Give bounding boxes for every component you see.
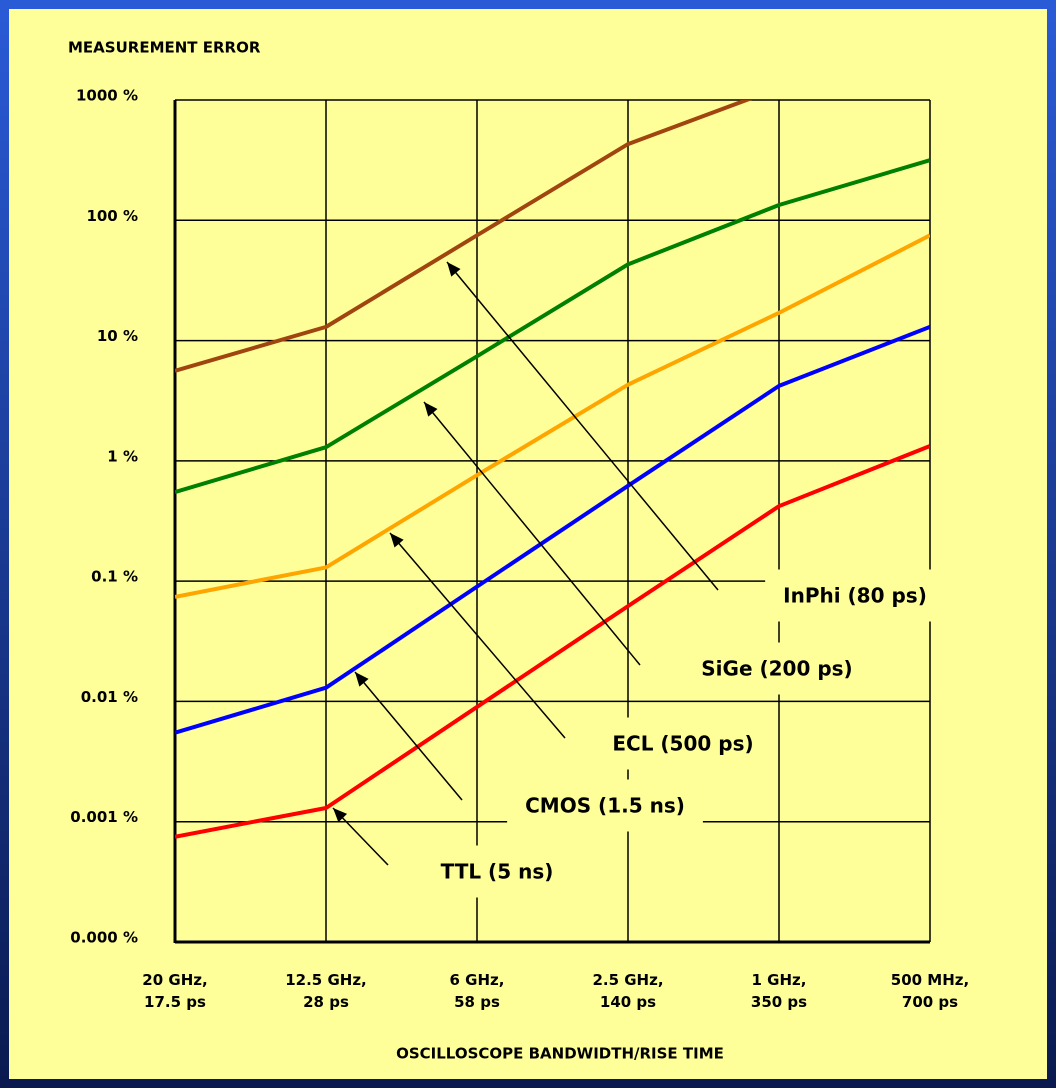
series-line xyxy=(175,325,930,735)
y-tick-label: 1 % xyxy=(107,447,138,465)
annotation-arrow-head xyxy=(390,533,404,548)
x-tick-label: 2.5 GHz, 140 ps xyxy=(592,971,663,1011)
x-tick-label: 6 GHz, 58 ps xyxy=(450,971,505,1011)
annotation-arrow-line xyxy=(354,671,463,801)
x-tick-label: 500 MHz, 700 ps xyxy=(891,971,969,1011)
annotation-arrow-line xyxy=(389,532,566,739)
y-tick-label: 0.1 % xyxy=(91,568,138,586)
annotation-arrow-line xyxy=(423,401,641,666)
annotation-label: ECL (500 ps) xyxy=(612,732,753,756)
annotation-label: InPhi (80 ps) xyxy=(783,584,927,608)
series-line xyxy=(175,233,930,599)
annotation-label: SiGe (200 ps) xyxy=(701,657,852,681)
annotation-box xyxy=(683,642,871,695)
annotation-box xyxy=(594,717,772,770)
annotation-box xyxy=(765,569,945,622)
x-axis-title: OSCILLOSCOPE BANDWIDTH/RISE TIME xyxy=(396,1045,724,1063)
x-tick-label: 1 GHz, 350 ps xyxy=(751,971,807,1011)
y-tick-label: 10 % xyxy=(97,327,138,345)
annotation-arrow-head xyxy=(355,672,369,687)
series-line xyxy=(175,158,930,495)
panel xyxy=(9,9,1047,1079)
annotation-arrow-head xyxy=(424,402,438,417)
y-tick-label: 100 % xyxy=(86,207,138,225)
annotation-arrow-head xyxy=(447,262,461,277)
annotation-label: CMOS (1.5 ns) xyxy=(525,794,685,818)
x-tick-label: 12.5 GHz, 28 ps xyxy=(285,971,367,1011)
annotation-arrow-line xyxy=(446,261,719,591)
series-line xyxy=(175,100,753,373)
y-axis-title: MEASUREMENT ERROR xyxy=(68,39,261,57)
annotation-box xyxy=(422,845,572,898)
y-tick-label: 0.001 % xyxy=(70,808,138,826)
annotation-label: TTL (5 ns) xyxy=(441,860,554,884)
annotation-box xyxy=(507,779,703,832)
series-line xyxy=(175,444,930,839)
y-tick-label: 1000 % xyxy=(76,87,138,105)
x-tick-label: 20 GHz, 17.5 ps xyxy=(142,971,207,1011)
y-tick-label: 0.01 % xyxy=(81,688,138,706)
annotation-arrow-head xyxy=(333,808,348,823)
y-tick-label: 0.000 % xyxy=(70,929,138,947)
